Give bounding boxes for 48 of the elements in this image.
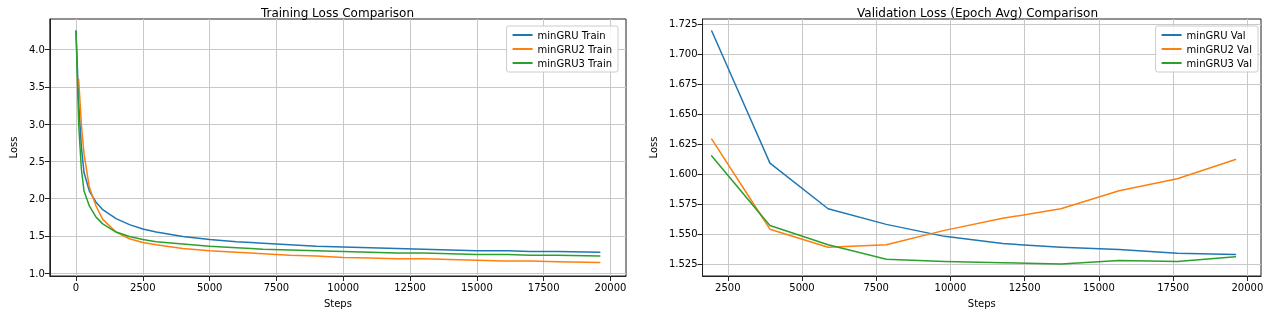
- legend-label: minGRU3 Train: [537, 57, 613, 69]
- x-tick-label: 12500: [394, 281, 426, 293]
- legend-label: minGRU3 Val: [1186, 57, 1252, 69]
- y-tick-label: 1.675: [668, 78, 698, 90]
- x-tick-label: 7500: [863, 281, 889, 293]
- x-tick-label: 10000: [934, 281, 967, 293]
- x-tick-label: 15000: [460, 281, 493, 293]
- y-tick-label: 1.5: [28, 230, 45, 242]
- legend-label: minGRU Train: [537, 29, 606, 41]
- y-tick-label: 1.575: [668, 198, 698, 210]
- x-tick-label: 5000: [789, 281, 815, 293]
- chart-title: Training Loss Comparison: [259, 6, 415, 20]
- x-tick-label: 20000: [594, 281, 627, 293]
- y-tick-label: 1.0: [28, 267, 45, 279]
- y-tick-label: 1.725: [668, 18, 698, 30]
- y-tick-label: 1.650: [668, 108, 698, 120]
- x-tick-label: 5000: [196, 281, 223, 293]
- y-tick-label: 2.0: [28, 193, 45, 205]
- legend-label: minGRU2 Val: [1186, 43, 1252, 55]
- y-tick-label: 4.0: [28, 44, 45, 56]
- y-tick-label: 3.5: [28, 81, 45, 93]
- x-tick-label: 7500: [263, 281, 290, 293]
- x-tick-label: 12500: [1008, 281, 1041, 293]
- y-tick-label: 1.550: [668, 228, 698, 240]
- line-series: [710, 155, 1237, 265]
- legend-label: minGRU Val: [1186, 29, 1246, 41]
- x-tick-label: 2500: [715, 281, 741, 293]
- y-axis-title: Loss: [7, 136, 19, 159]
- x-axis-title: Steps: [967, 297, 996, 309]
- y-tick-label: 1.600: [668, 168, 698, 180]
- y-axis-title: Loss: [647, 136, 659, 159]
- y-tick-label: 1.700: [668, 48, 698, 60]
- x-tick-label: 17500: [1157, 281, 1190, 293]
- chart-title: Validation Loss (Epoch Avg) Comparison: [856, 6, 1099, 20]
- y-tick-label: 2.5: [28, 155, 45, 167]
- y-tick-label: 3.0: [28, 118, 45, 130]
- x-axis-title: Steps: [323, 297, 352, 309]
- x-tick-label: 0: [72, 281, 80, 293]
- x-tick-label: 17500: [527, 281, 560, 293]
- x-tick-label: 10000: [327, 281, 360, 293]
- y-tick-label: 1.525: [668, 258, 698, 270]
- legend-label: minGRU2 Train: [537, 43, 613, 55]
- x-tick-label: 20000: [1231, 281, 1264, 293]
- line-series: [710, 138, 1237, 248]
- x-tick-label: 15000: [1082, 281, 1115, 293]
- x-tick-label: 2500: [130, 281, 156, 293]
- line-series: [77, 78, 601, 264]
- y-tick-label: 1.625: [668, 138, 698, 150]
